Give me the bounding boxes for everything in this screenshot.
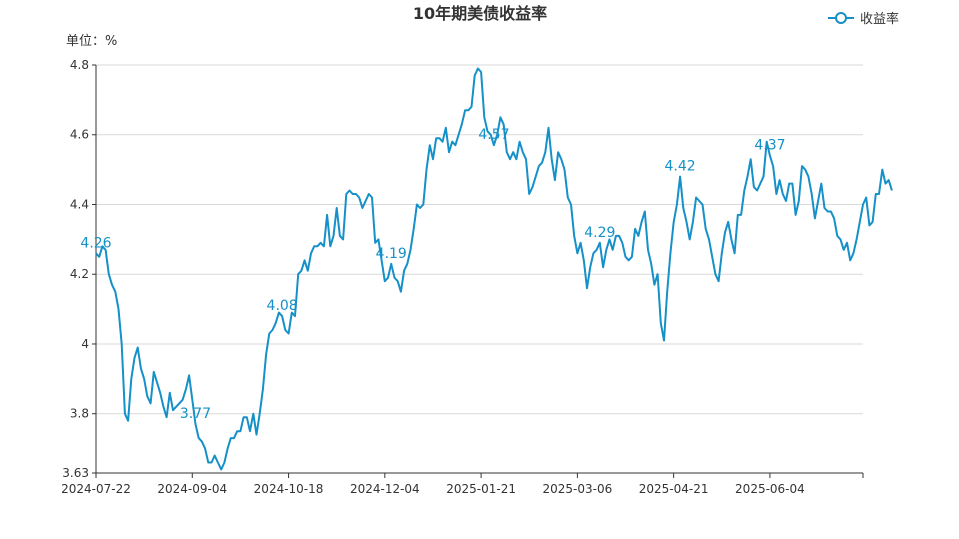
y-tick-label: 4.4 <box>70 197 89 211</box>
data-label: 4.08 <box>267 298 298 314</box>
legend-marker-icon <box>835 12 847 24</box>
y-tick-label: 3.63 <box>62 466 89 480</box>
data-label-layer: 4.26 3.77 4.08 4.19 4.57 4.29 4.42 4.37 <box>80 127 785 422</box>
x-tick-label: 2025-03-06 <box>543 482 613 496</box>
y-tick-label: 3.8 <box>70 407 89 421</box>
x-tick-label: 2024-09-04 <box>157 482 227 496</box>
unit-label: 单位：% <box>66 34 117 49</box>
data-label: 3.77 <box>180 406 211 422</box>
legend-label: 收益率 <box>860 11 899 27</box>
chart-title: 10年期美债收益率 <box>413 4 547 23</box>
series-line[interactable] <box>95 67 893 471</box>
legend[interactable]: 收益率 <box>828 11 899 27</box>
data-label: 4.19 <box>376 246 407 262</box>
x-tick-label: 2024-12-04 <box>350 482 420 496</box>
data-label: 4.29 <box>584 225 615 241</box>
data-label: 4.37 <box>754 138 785 154</box>
y-tick-label: 4.6 <box>70 128 89 142</box>
x-tick-label: 2025-01-21 <box>446 482 516 496</box>
x-tick-label: 2025-04-21 <box>639 482 709 496</box>
y-tick-label: 4.8 <box>70 58 89 72</box>
y-tick-label: 4 <box>81 337 89 351</box>
data-label: 4.57 <box>478 127 509 143</box>
series-layer <box>95 67 893 471</box>
data-label: 4.26 <box>80 235 111 251</box>
data-label: 4.42 <box>664 159 695 175</box>
y-tick-label: 4.2 <box>70 267 89 281</box>
x-tick-label: 2024-10-18 <box>254 482 324 496</box>
y-axis: 4.8 4.6 4.4 4.2 4 3.8 3.63 <box>62 58 97 480</box>
x-axis: 2024-07-22 2024-09-04 2024-10-18 2024-12-04… <box>61 472 864 496</box>
x-tick-label: 2024-07-22 <box>61 482 131 496</box>
grid-layer <box>96 64 863 474</box>
x-tick-label: 2025-06-04 <box>735 482 805 496</box>
